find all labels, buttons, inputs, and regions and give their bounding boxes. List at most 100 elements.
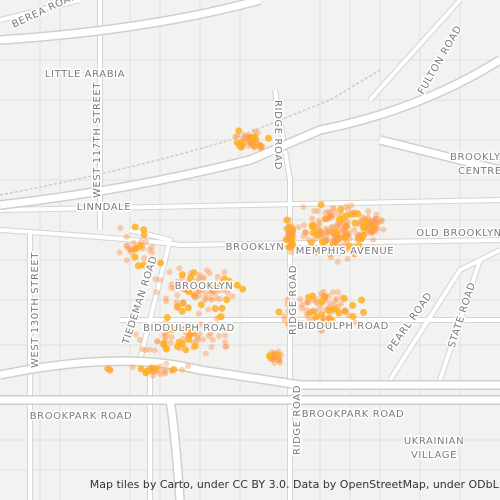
point [209,336,216,343]
point [205,306,212,313]
point [372,215,379,222]
point [316,217,322,224]
point [143,238,149,245]
point [281,317,288,323]
point [368,225,375,232]
point [276,357,283,364]
point [168,334,175,341]
point [313,299,320,306]
point [241,135,248,142]
point [354,210,362,218]
point [222,343,229,350]
point [200,274,207,281]
point [163,298,170,305]
place-label: BIDDULPH ROAD [143,323,235,334]
point [157,277,164,283]
point [329,224,336,231]
point [358,296,366,304]
point [318,230,325,237]
place-label: WEST 117TH STREET [92,82,103,198]
point [249,140,256,147]
point [235,127,243,135]
place-label: BROOKLYN [450,152,500,163]
point [233,281,241,289]
point [251,143,259,151]
point [192,325,199,332]
point [325,215,332,222]
point [319,317,327,325]
point [286,243,293,250]
point [123,233,130,240]
point [222,332,228,339]
point [342,223,349,230]
point [303,230,310,237]
point [317,305,323,312]
point [370,225,378,233]
point [163,332,170,339]
point [351,319,358,326]
point [341,224,348,231]
point [123,243,130,249]
point [157,363,164,370]
point [309,321,316,328]
point [257,142,264,149]
point [187,285,194,292]
point [176,265,183,272]
point [315,208,321,214]
point [194,334,201,341]
point [160,339,168,347]
point [289,228,296,235]
point [335,235,342,241]
point [256,142,264,149]
point [129,364,136,371]
point [238,141,246,149]
point [131,253,139,261]
point [331,242,338,249]
point [343,220,350,227]
point [190,269,198,277]
point [370,236,377,243]
point [321,215,329,223]
point [275,357,282,364]
point [166,269,173,275]
point [311,207,318,214]
point [315,223,322,230]
point [332,297,339,304]
point [335,210,341,217]
point [349,313,357,320]
point [270,356,277,363]
point [221,287,227,293]
point [196,287,203,294]
point [185,280,192,286]
point [265,352,273,360]
point [311,236,318,243]
place-label: RIDGE ROAD [292,385,303,455]
point [334,258,341,265]
point [313,296,320,303]
point [257,145,264,152]
point [139,346,146,353]
point [343,212,350,220]
point [199,287,206,294]
point [127,247,134,253]
point [205,332,212,339]
point [312,308,319,315]
point [311,307,317,314]
point [319,293,326,300]
point [335,216,343,223]
point [187,274,195,282]
point [319,318,326,324]
point [179,366,186,373]
point [299,246,306,253]
point [325,215,332,222]
point [322,294,329,301]
point [180,298,187,305]
point [251,128,258,135]
point [326,214,333,221]
point [213,295,220,302]
point [193,289,200,296]
point [152,276,159,283]
point [365,208,372,215]
point [265,134,273,142]
point [211,305,219,313]
